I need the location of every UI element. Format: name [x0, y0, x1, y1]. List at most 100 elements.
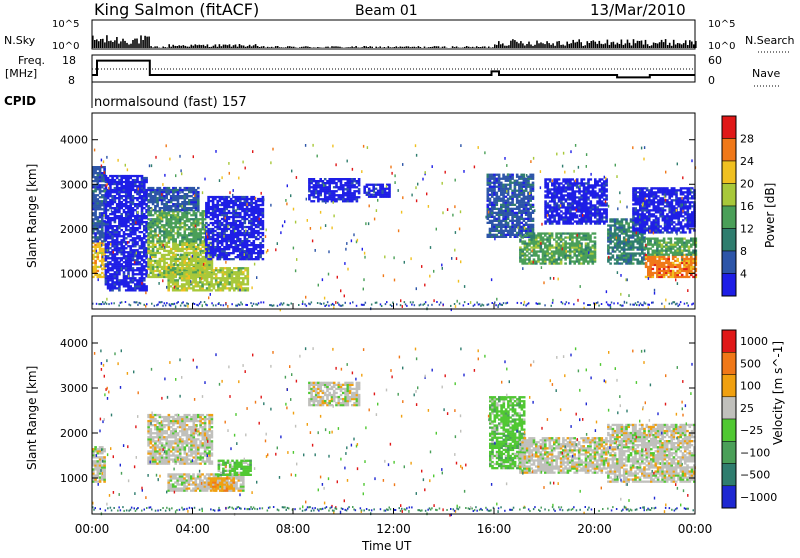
data-cell [244, 226, 247, 228]
data-cell [120, 279, 123, 281]
data-cell [489, 204, 492, 206]
data-cell [125, 203, 128, 205]
data-cell [518, 230, 521, 232]
data-cell [217, 269, 220, 271]
data-cell [141, 175, 144, 177]
data-cell [97, 224, 100, 226]
data-cell [489, 194, 492, 196]
data-cell [202, 212, 205, 214]
data-cell [105, 259, 108, 261]
data-cell [535, 252, 538, 254]
data-cell [114, 243, 117, 245]
data-cell [565, 210, 568, 212]
data-cell [214, 208, 217, 210]
data-cell [120, 243, 123, 245]
data-cell [161, 197, 164, 199]
data-cell [576, 178, 579, 180]
data-cell [177, 214, 180, 216]
data-cell [181, 269, 184, 271]
nsky-bar [534, 45, 536, 48]
data-cell [228, 267, 231, 269]
nsky-bar [470, 47, 472, 48]
data-cell [248, 216, 251, 218]
data-cell [544, 260, 547, 262]
data-cell [524, 262, 527, 264]
data-cell [190, 258, 193, 260]
data-cell [197, 187, 200, 189]
data-cell [253, 212, 256, 214]
data-cell [179, 222, 182, 224]
data-cell [250, 226, 253, 228]
data-cell [560, 240, 563, 242]
data-cell [132, 231, 135, 233]
data-cell [184, 230, 187, 232]
data-cell [310, 194, 313, 196]
data-cell [244, 240, 247, 242]
data-cell [105, 273, 108, 275]
nsky-bar [92, 36, 94, 48]
data-cell [246, 196, 249, 198]
data-cell [244, 202, 247, 204]
data-cell [502, 224, 505, 226]
data-cell [136, 179, 139, 181]
data-cell [527, 202, 530, 204]
data-cell [156, 199, 159, 201]
nsky-bar [653, 43, 655, 49]
nsky-bar [607, 40, 609, 48]
data-cell [533, 246, 536, 248]
data-cell [225, 240, 228, 242]
data-cell [542, 236, 545, 238]
data-cell [353, 178, 356, 180]
data-cell [237, 216, 240, 218]
nsky-bar [227, 45, 229, 48]
data-cell [347, 192, 350, 194]
data-cell [201, 287, 204, 289]
data-cell [565, 208, 568, 210]
data-cell [114, 239, 117, 241]
data-cell [244, 200, 247, 202]
data-cell [172, 234, 175, 236]
data-cell [132, 213, 135, 215]
data-cell [502, 188, 505, 190]
data-cell [199, 254, 202, 256]
data-cell [237, 212, 240, 214]
data-cell [118, 231, 121, 233]
data-cell [163, 272, 166, 274]
data-cell [493, 192, 496, 194]
data-cell [556, 210, 559, 212]
nsky-bar [484, 46, 486, 48]
data-cell [129, 239, 132, 241]
data-cell [141, 179, 144, 181]
data-cell [585, 252, 588, 254]
data-cell [583, 192, 586, 194]
data-cell [569, 206, 572, 208]
data-cell [141, 191, 144, 193]
data-cell [509, 186, 512, 188]
nsky-bar [379, 46, 381, 48]
nsky-bar [693, 44, 695, 48]
data-cell [172, 222, 175, 224]
data-cell [111, 191, 114, 193]
data-cell [560, 244, 563, 246]
data-cell [519, 258, 522, 260]
data-cell [176, 287, 179, 289]
data-cell [152, 187, 155, 189]
data-cell [193, 205, 196, 207]
data-cell [573, 248, 576, 250]
data-cell [111, 281, 114, 283]
data-cell [141, 195, 144, 197]
data-cell [313, 184, 316, 186]
data-cell [132, 233, 135, 235]
data-cell [551, 198, 554, 200]
data-cell [565, 194, 568, 196]
data-cell [248, 250, 251, 252]
data-cell [179, 220, 182, 222]
data-cell [585, 238, 588, 240]
data-cell [353, 192, 356, 194]
data-cell [132, 229, 135, 231]
data-cell [143, 177, 146, 179]
data-cell [328, 188, 331, 190]
data-cell [384, 194, 387, 196]
data-cell [233, 289, 236, 291]
